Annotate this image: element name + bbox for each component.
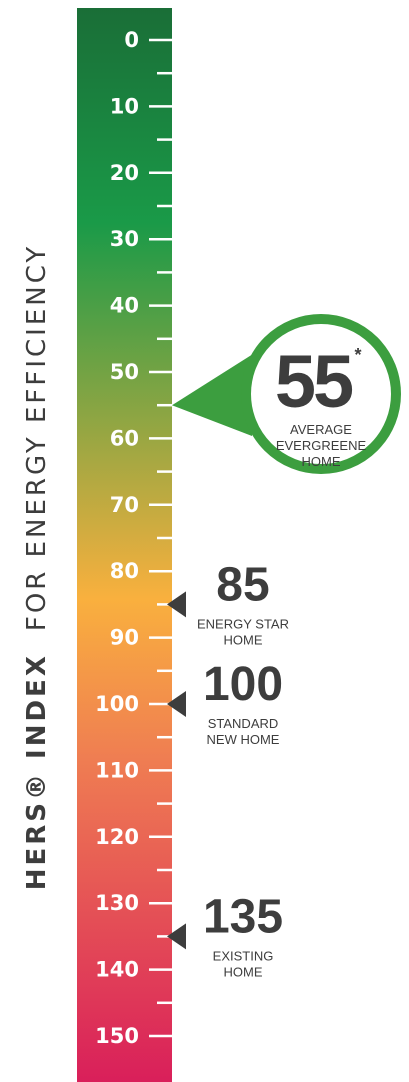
tick-label: 30 (110, 227, 139, 251)
pointer-triangle (172, 354, 253, 436)
callout-label-line: NEW HOME (207, 732, 280, 747)
tick-label: 60 (110, 426, 139, 450)
tick-label: 20 (110, 161, 139, 185)
tick-label: 10 (110, 94, 139, 118)
tick-label: 80 (110, 559, 139, 583)
tick-label: 70 (110, 493, 139, 517)
callout-number: 85 (216, 558, 269, 611)
callout-label-line: HOME (224, 964, 263, 979)
rating-bubble (241, 314, 401, 474)
callout-number: 135 (203, 890, 283, 943)
callout-label-line: ENERGY STAR (197, 616, 289, 631)
tick-label: 140 (95, 958, 139, 982)
callout-label-line: AVERAGE (290, 422, 352, 437)
tick-label: 0 (124, 28, 139, 52)
callout-number: 55 (275, 340, 353, 423)
asterisk-mark: * (354, 345, 361, 365)
callout-label-line: EXISTING (213, 948, 274, 963)
tick-label: 50 (110, 360, 139, 384)
tick-label: 100 (95, 692, 139, 716)
pointer-arrow (167, 923, 186, 950)
callout-label-line: HOME (302, 454, 341, 469)
callout-label-line: STANDARD (208, 716, 279, 731)
pointer-arrow (167, 691, 186, 717)
callout-label-line: HOME (224, 632, 263, 647)
callout-label-line: EVERGREENE (276, 438, 367, 453)
tick-label: 150 (95, 1024, 139, 1048)
callout-number: 100 (203, 658, 283, 711)
tick-label: 90 (110, 626, 139, 650)
tick-label: 40 (110, 294, 139, 318)
tick-label: 130 (95, 891, 139, 915)
tick-label: 120 (95, 825, 139, 849)
pointer-arrow (167, 591, 186, 618)
tick-label: 110 (95, 758, 139, 782)
